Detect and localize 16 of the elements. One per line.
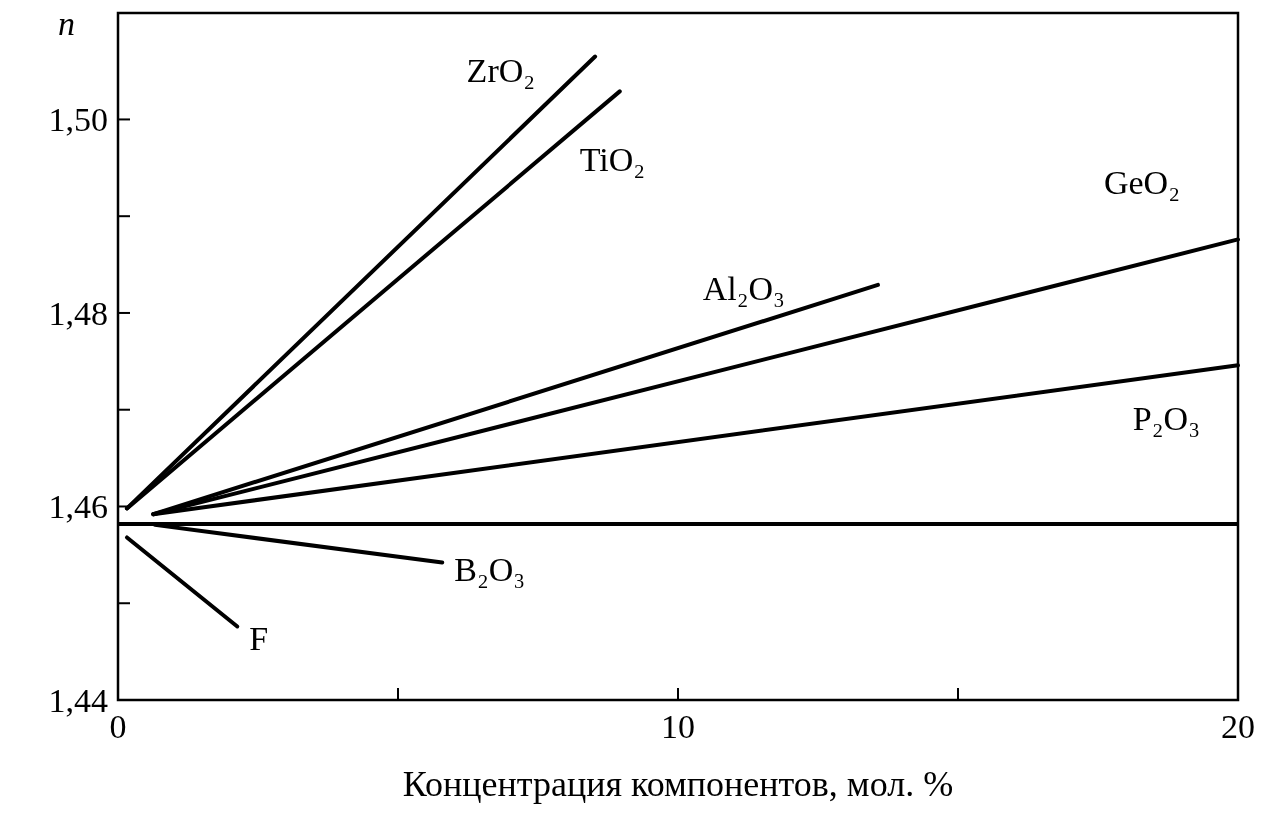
x-tick-label: 20: [1221, 708, 1255, 745]
y-tick-label: 1,44: [48, 681, 108, 719]
y-tick-label: 1,46: [48, 488, 108, 526]
series-label: ZrO₂: [466, 51, 536, 89]
x-axis-title: Концентрация компонентов, мол. %: [402, 764, 954, 804]
x-tick-label: 10: [661, 708, 695, 745]
series-label: F: [249, 620, 269, 658]
series-label: TiO₂: [579, 141, 646, 179]
series-label: P₂O₃: [1132, 400, 1200, 438]
series-label: B₂O₃: [454, 550, 526, 588]
y-tick-label: 1,48: [48, 294, 108, 332]
series-label: Al₂O₃: [702, 269, 785, 307]
y-tick-label: 1,50: [48, 101, 108, 139]
y-axis-title: n: [58, 5, 75, 42]
series-label: GeO₂: [1103, 164, 1180, 202]
x-tick-label: 0: [109, 708, 127, 745]
